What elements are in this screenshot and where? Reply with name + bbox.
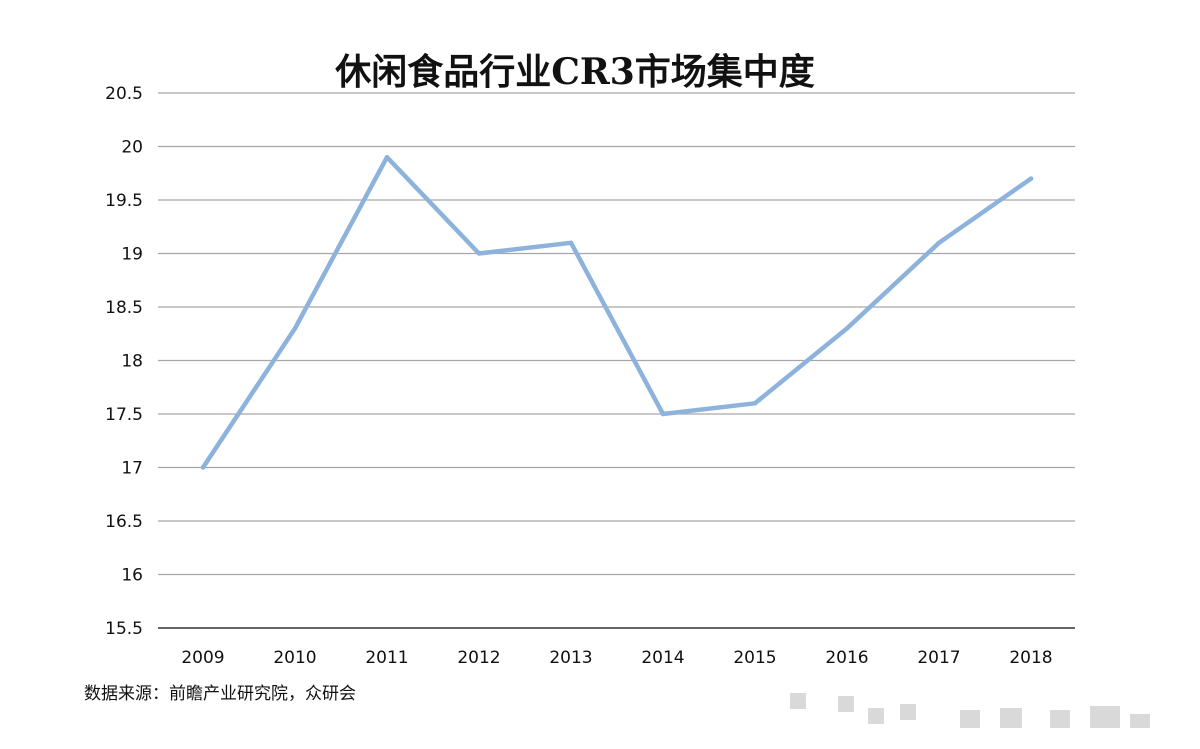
x-tick-label: 2018 [1009,648,1052,668]
data-point [292,326,298,331]
watermark-block [1130,714,1150,728]
series-line [200,154,1034,470]
y-tick-label: 16 [121,566,143,586]
x-tick-label: 2012 [457,648,500,668]
x-tick-label: 2011 [365,648,408,668]
y-tick-label: 16.5 [105,512,143,532]
x-tick-label: 2010 [273,648,316,668]
watermark-block [790,693,806,709]
y-tick-label: 15.5 [105,619,143,639]
source-note: 数据来源：前瞻产业研究院，众研会 [84,684,356,704]
watermark-block [868,708,884,724]
y-tick-label: 20.5 [105,84,143,104]
y-tick-label: 19 [121,245,143,265]
x-tick-label: 2014 [641,648,684,668]
watermark-block [1050,710,1070,728]
y-axis-tick-labels: 20.5 20 19.5 19 18.5 18 17.5 17 16.5 16 15.5 [105,84,143,639]
y-tick-label: 18 [121,352,143,372]
watermark-blur [790,693,1150,728]
watermark-block [838,696,854,712]
chart-title: 休闲食品行业CR3市场集中度 [334,51,815,93]
gridlines [158,92,1075,629]
watermark-block [1090,706,1120,728]
y-tick-label: 17 [121,459,143,479]
y-tick-label: 17.5 [105,405,143,425]
watermark-block [1000,708,1022,728]
data-point [752,401,758,406]
x-tick-label: 2009 [181,648,224,668]
data-point [1028,176,1034,181]
data-point [844,326,850,331]
watermark-block [900,704,916,720]
data-point [660,411,666,417]
y-tick-label: 18.5 [105,298,143,318]
data-point [384,155,390,160]
y-tick-label: 20 [121,138,143,158]
x-tick-label: 2017 [917,648,960,668]
series-layer [200,154,1034,470]
data-point [568,240,574,245]
data-point [200,465,206,470]
data-point [476,251,482,256]
x-axis-tick-labels: 2009 2010 2011 2012 2013 2014 2015 2016 2017 2018 [181,648,1052,668]
x-tick-label: 2015 [733,648,776,668]
y-tick-label: 19.5 [105,191,143,211]
watermark-block [960,710,980,728]
x-tick-label: 2013 [549,648,592,668]
data-point [936,240,942,245]
x-tick-label: 2016 [825,648,868,668]
